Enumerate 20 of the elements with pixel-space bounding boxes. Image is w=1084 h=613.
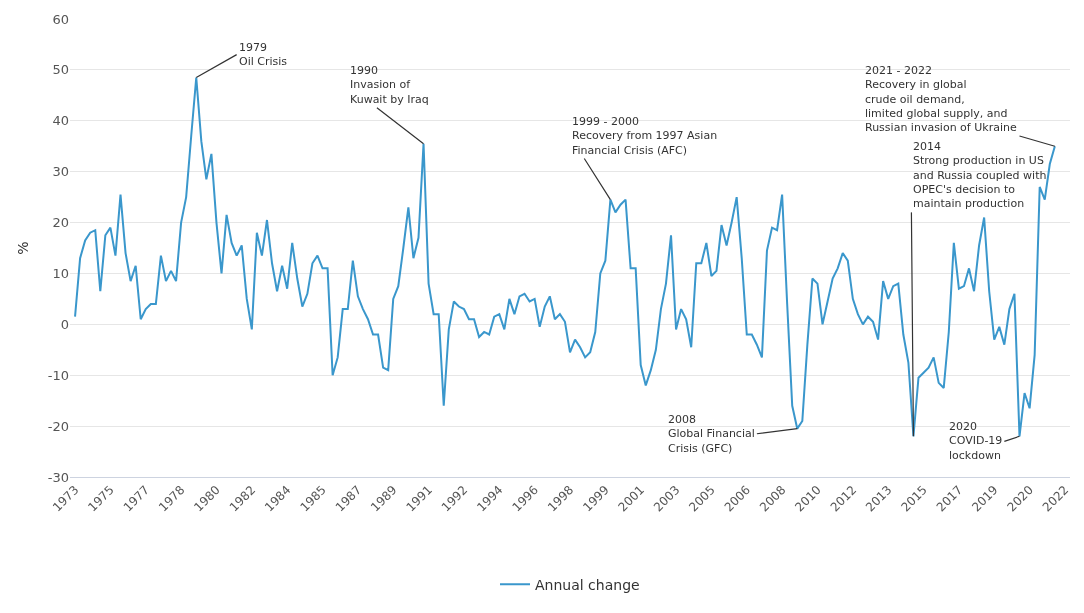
y-tick-label: 60: [52, 11, 69, 27]
annotation: 1990 Invasion of Kuwait by Iraq: [350, 64, 429, 106]
y-tick-label: -20: [47, 418, 69, 434]
annotation: 2008 Global Financial Crisis (GFC): [668, 413, 755, 455]
annotation: 2021 - 2022 Recovery in global crude oil demand, limited global supply, and Russian invasion of Ukraine: [865, 64, 1017, 135]
y-axis-title: %: [15, 241, 32, 255]
y-tick-label: 30: [52, 164, 69, 180]
y-tick-label: 40: [52, 113, 69, 129]
annotation: 1979 Oil Crisis: [239, 41, 288, 69]
y-tick-label: 0: [60, 316, 69, 332]
y-tick-label: 20: [52, 215, 69, 231]
y-tick-label: -10: [47, 367, 69, 383]
annotation: 1999 - 2000 Recovery from 1997 Asian Financial Crisis (AFC): [572, 115, 718, 157]
annotation: 2020 COVID-19 lockdown: [949, 420, 1003, 462]
line-series: [74, 76, 1056, 438]
y-tick-label: 10: [52, 265, 69, 281]
legend-label: Annual change: [535, 576, 640, 593]
y-tick-label: -30: [47, 469, 69, 485]
y-tick-label: 50: [52, 62, 69, 78]
annotation: 2014 Strong production in US and Russia coupled with OPEC's decision to maintain production: [913, 140, 1047, 211]
